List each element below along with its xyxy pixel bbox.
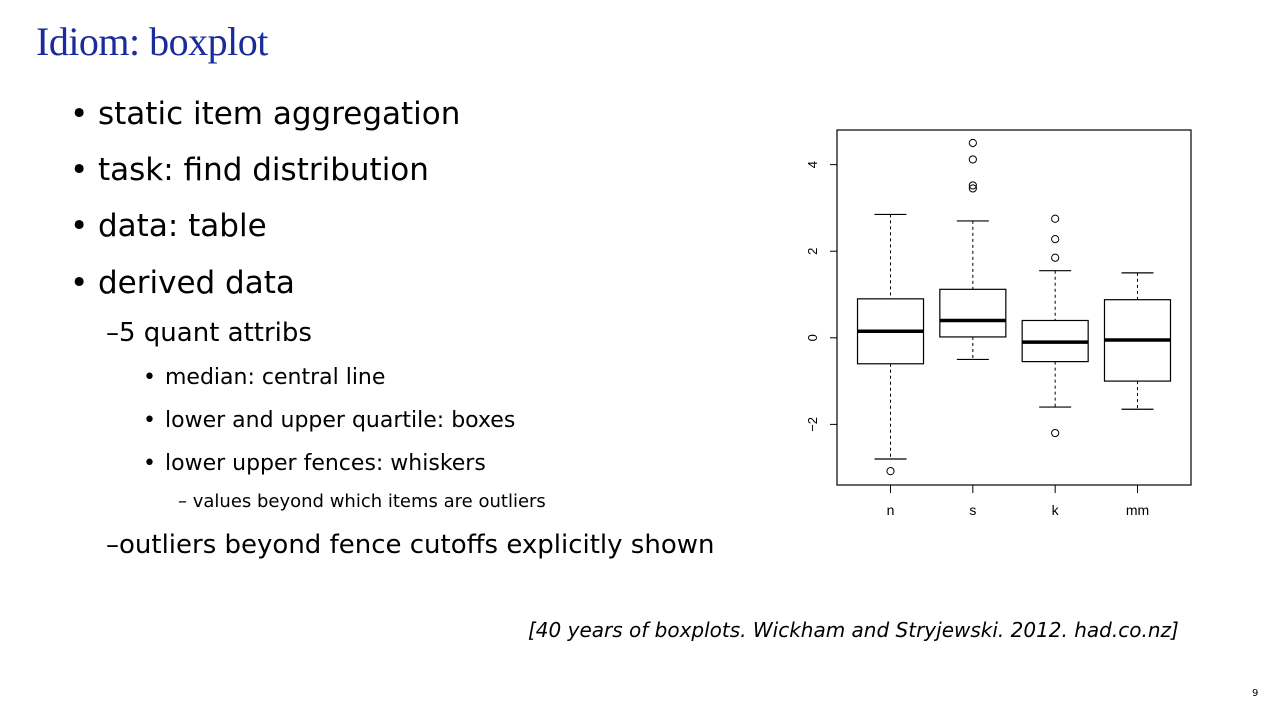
bullet-item: • task: find distribution	[70, 152, 429, 188]
sub-bullet-item: –outliers beyond fence cutoffs explicitl…	[106, 530, 715, 560]
outlier-point	[1051, 234, 1060, 244]
y-tick-label: 0	[805, 334, 820, 341]
subsub-bullet-item: • median: central line	[143, 365, 386, 390]
outlier-point	[1051, 253, 1060, 262]
x-tick-label: k	[1052, 502, 1060, 518]
x-tick-label: n	[887, 502, 895, 518]
subsub-bullet-item: • lower upper fences: whiskers	[143, 451, 486, 476]
outlier-point	[886, 467, 895, 476]
level4-bullet-item: – values beyond which items are outliers	[178, 491, 546, 512]
bullet-dot: •	[70, 208, 89, 244]
outlier-point	[968, 181, 977, 190]
boxplot-chart: −2 0 2 4 n s k mm	[805, 129, 1192, 518]
slide-title: Idiom: boxplot	[36, 19, 268, 64]
bullet-text: data: table	[98, 208, 267, 244]
bullet-text: static item aggregation	[98, 96, 461, 132]
plot-frame	[836, 129, 1192, 486]
citation: [40 years of boxplots. Wickham and Stryj…	[528, 618, 1179, 642]
outlier-point	[1051, 214, 1060, 223]
bullet-dot: •	[70, 96, 89, 132]
outlier-point	[968, 138, 977, 148]
subsub-bullet-item: • lower and upper quartile: boxes	[143, 408, 516, 433]
x-tick-label: s	[969, 502, 976, 518]
bullet-item: • data: table	[70, 208, 267, 244]
sub-bullet-item: –5 quant attribs	[106, 318, 312, 348]
page-number: 9	[1252, 688, 1259, 699]
bullet-dot: •	[143, 365, 156, 390]
outlier-point	[1051, 428, 1060, 438]
bullet-dot: •	[70, 265, 89, 301]
bullet-text: derived data	[98, 265, 295, 301]
bullet-text: lower upper fences: whiskers	[165, 451, 486, 476]
outlier-point	[968, 184, 977, 193]
bullet-text: task: find distribution	[98, 152, 429, 188]
y-tick-label: 4	[805, 161, 820, 168]
bullet-text: lower and upper quartile: boxes	[165, 408, 516, 433]
y-tick-label: 2	[805, 248, 820, 255]
bullet-item: • derived data	[70, 265, 295, 301]
y-tick-label: −2	[805, 417, 820, 432]
bullet-text: median: central line	[165, 365, 386, 390]
bullet-item: • static item aggregation	[70, 96, 461, 132]
bullet-dot: •	[143, 451, 156, 476]
bullet-dot: •	[70, 152, 89, 188]
outlier-point	[968, 155, 977, 164]
bullet-dot: •	[143, 408, 156, 433]
x-tick-label: mm	[1126, 502, 1149, 518]
box-s	[939, 288, 1007, 338]
